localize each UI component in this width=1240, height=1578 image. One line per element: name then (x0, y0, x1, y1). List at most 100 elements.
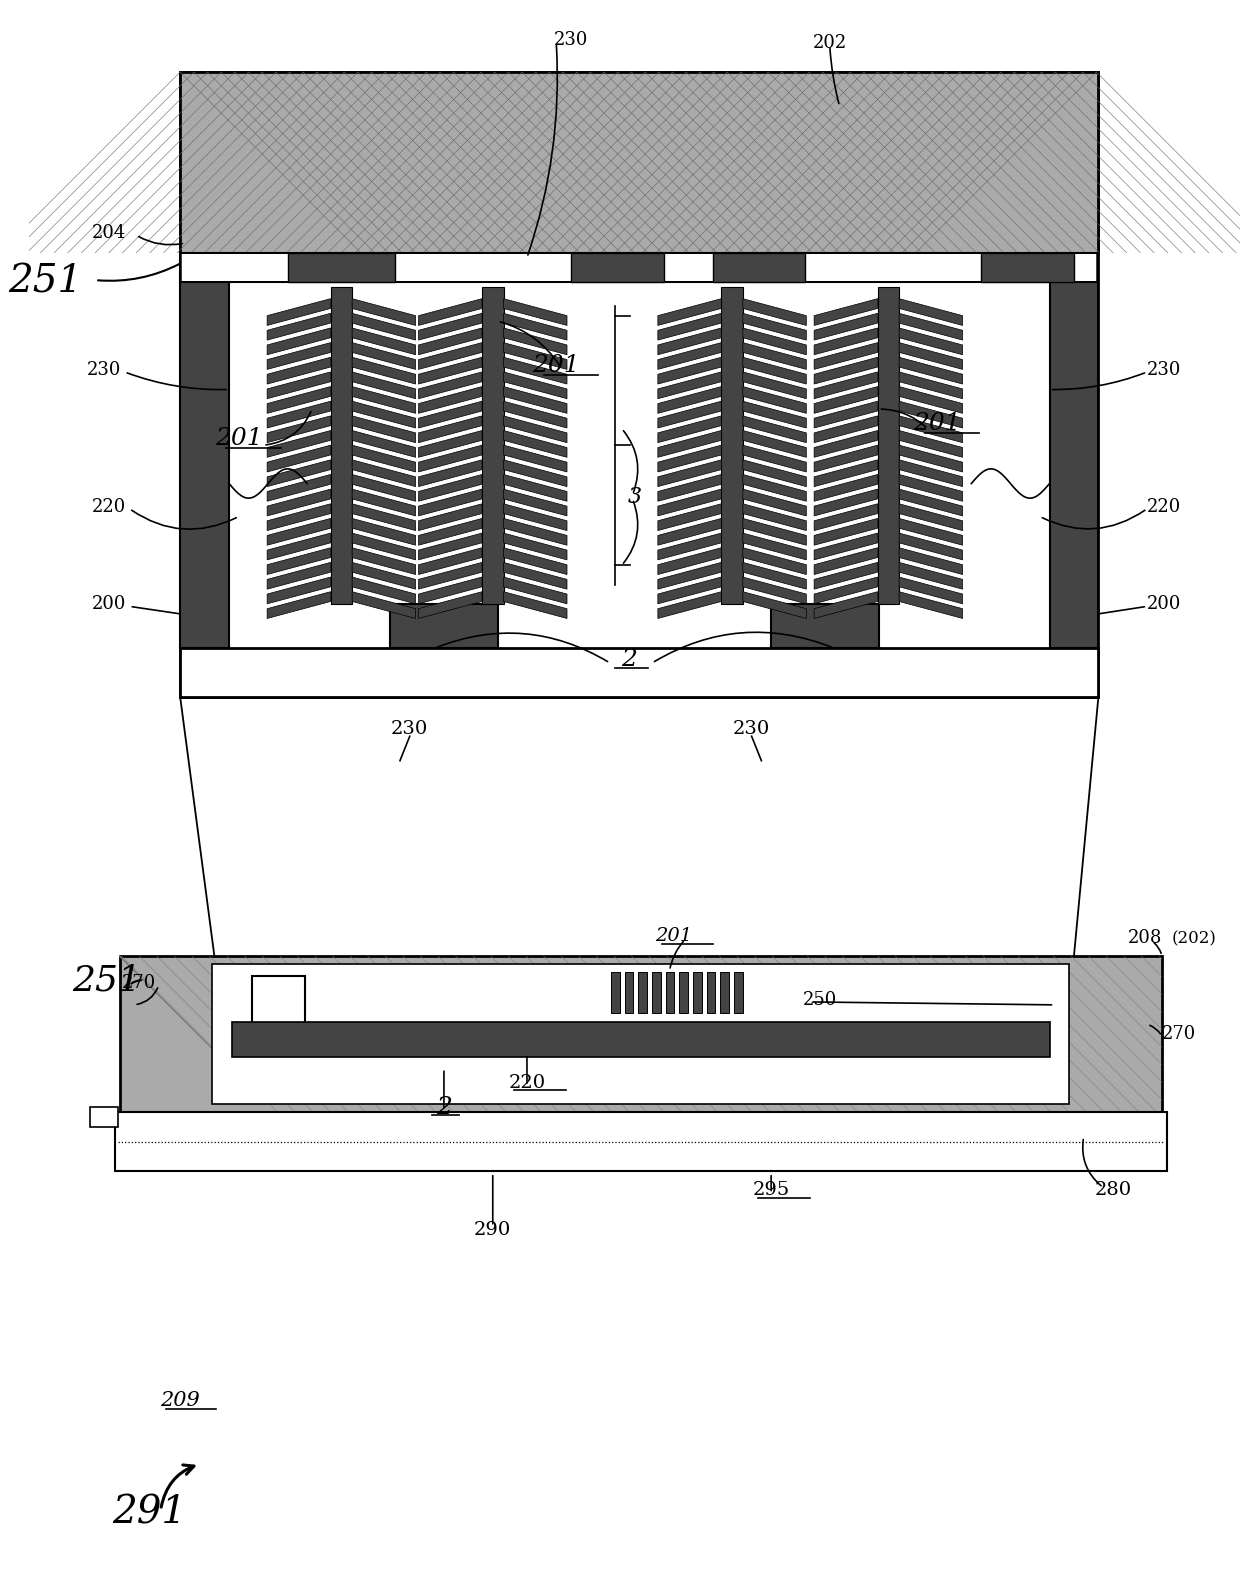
Polygon shape (658, 387, 722, 413)
Polygon shape (503, 592, 567, 619)
Polygon shape (267, 475, 331, 502)
Text: 200: 200 (1147, 595, 1182, 614)
Polygon shape (267, 445, 331, 472)
Polygon shape (815, 372, 878, 399)
Polygon shape (899, 342, 962, 369)
Polygon shape (503, 503, 567, 530)
Polygon shape (658, 578, 722, 604)
Polygon shape (658, 503, 722, 530)
Polygon shape (899, 459, 962, 486)
Polygon shape (267, 519, 331, 546)
Polygon shape (267, 387, 331, 413)
Text: 270: 270 (122, 974, 156, 993)
Bar (734, 972, 743, 1013)
Polygon shape (899, 314, 962, 341)
Polygon shape (658, 431, 722, 458)
Polygon shape (743, 357, 806, 383)
Polygon shape (419, 298, 482, 325)
Polygon shape (419, 489, 482, 516)
Polygon shape (658, 475, 722, 502)
Polygon shape (419, 459, 482, 486)
Polygon shape (419, 445, 482, 472)
Polygon shape (352, 445, 415, 472)
Bar (1049, 282, 1099, 649)
Polygon shape (503, 445, 567, 472)
Text: 230: 230 (1147, 361, 1182, 379)
Polygon shape (419, 548, 482, 574)
Polygon shape (899, 489, 962, 516)
Polygon shape (419, 519, 482, 546)
Polygon shape (267, 298, 331, 325)
Polygon shape (815, 519, 878, 546)
Polygon shape (815, 489, 878, 516)
Polygon shape (503, 298, 567, 325)
Polygon shape (899, 562, 962, 589)
Polygon shape (658, 417, 722, 443)
Polygon shape (743, 578, 806, 604)
Text: 280: 280 (1095, 1182, 1132, 1199)
Polygon shape (503, 548, 567, 574)
Bar (771, 604, 879, 649)
Bar (212, 964, 1069, 1105)
Polygon shape (815, 445, 878, 472)
Text: 201: 201 (532, 353, 580, 377)
Polygon shape (743, 387, 806, 413)
Bar (180, 252, 1099, 282)
Polygon shape (352, 548, 415, 574)
Text: 291: 291 (112, 1494, 186, 1531)
Polygon shape (743, 503, 806, 530)
Text: 202: 202 (812, 33, 847, 52)
Text: 201: 201 (215, 426, 263, 450)
Polygon shape (419, 328, 482, 355)
Bar (713, 252, 805, 282)
Text: 220: 220 (508, 1075, 546, 1092)
Text: (202): (202) (1172, 929, 1216, 947)
Polygon shape (352, 489, 415, 516)
Polygon shape (419, 503, 482, 530)
Polygon shape (503, 357, 567, 383)
Polygon shape (503, 342, 567, 369)
Bar (331, 287, 352, 604)
Polygon shape (743, 314, 806, 341)
Polygon shape (419, 401, 482, 428)
Polygon shape (815, 401, 878, 428)
Polygon shape (815, 417, 878, 443)
Polygon shape (815, 314, 878, 341)
Bar (288, 252, 396, 282)
Polygon shape (658, 562, 722, 589)
Polygon shape (267, 401, 331, 428)
Polygon shape (267, 417, 331, 443)
Bar (396, 254, 570, 281)
Bar (693, 972, 702, 1013)
Text: 251: 251 (9, 264, 83, 300)
Polygon shape (815, 298, 878, 325)
Polygon shape (352, 519, 415, 546)
Text: 200: 200 (92, 595, 126, 614)
Polygon shape (899, 548, 962, 574)
Polygon shape (419, 578, 482, 604)
Polygon shape (743, 489, 806, 516)
Bar (180, 73, 1099, 697)
Polygon shape (899, 445, 962, 472)
Polygon shape (352, 401, 415, 428)
Polygon shape (352, 562, 415, 589)
Text: 251: 251 (72, 964, 141, 997)
Bar (878, 287, 899, 604)
Bar (981, 252, 1074, 282)
Bar (180, 282, 229, 649)
Polygon shape (503, 431, 567, 458)
Polygon shape (743, 519, 806, 546)
Polygon shape (419, 533, 482, 560)
Polygon shape (503, 417, 567, 443)
Polygon shape (352, 372, 415, 399)
Polygon shape (743, 417, 806, 443)
Polygon shape (899, 298, 962, 325)
Polygon shape (503, 533, 567, 560)
Polygon shape (899, 503, 962, 530)
Polygon shape (267, 328, 331, 355)
Polygon shape (503, 578, 567, 604)
Bar (115, 1112, 1167, 1171)
Text: 201: 201 (655, 928, 692, 945)
Polygon shape (503, 401, 567, 428)
Polygon shape (658, 328, 722, 355)
